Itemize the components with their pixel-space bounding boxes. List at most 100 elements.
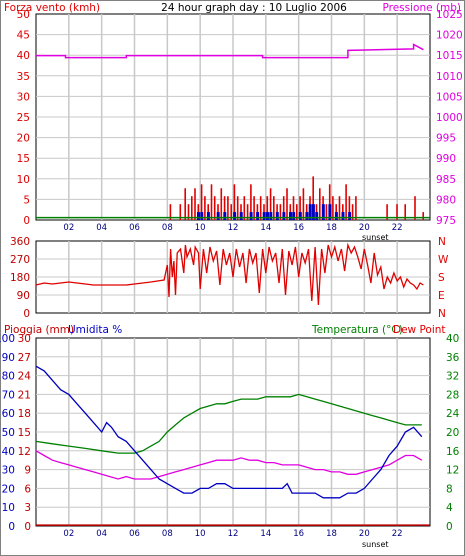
rain-tick-label: 0	[24, 521, 31, 533]
gust-bar	[386, 204, 388, 220]
gust-bar	[332, 196, 334, 220]
gust-bar	[355, 196, 357, 220]
gust-bar	[250, 184, 252, 220]
humidity-tick-label: 70	[2, 389, 15, 401]
compass-tick-label: S	[438, 272, 445, 284]
temp-x-tick-label: 10	[195, 529, 206, 539]
wind-x-tick-label: 10	[195, 223, 206, 233]
gust-bar	[236, 196, 239, 220]
gust-bar	[184, 188, 186, 220]
rain-tick-label: 21	[18, 389, 31, 401]
pressure-tick-label: 1005	[436, 91, 463, 103]
gust-bar	[179, 204, 182, 220]
gust-bar	[302, 188, 305, 220]
compass-tick-label: N	[438, 308, 446, 320]
direction-tick-label: 0	[23, 308, 30, 320]
humidity-tick-label: 30	[2, 465, 15, 477]
gust-bar	[414, 196, 416, 220]
mean-wind-bar	[292, 212, 296, 220]
gust-bar	[230, 204, 232, 220]
chart-title: 24 hour graph day : 10 Luglio 2006	[161, 2, 347, 14]
compass-tick-label: N	[438, 236, 446, 248]
gust-bar	[328, 184, 331, 220]
wind-x-tick-label: 12	[228, 223, 239, 233]
temp-x-tick-label: 14	[260, 529, 271, 539]
humidity-line	[35, 365, 423, 499]
gust-bar	[351, 204, 354, 220]
wind-x-tick-label: 18	[326, 223, 337, 233]
temp-x-tick-label: 16	[293, 529, 304, 539]
direction-tick-label: 180	[10, 272, 30, 284]
mean-wind-bar	[348, 212, 352, 220]
mean-wind-bar	[275, 212, 279, 220]
pressure-tick-label: 985	[436, 174, 456, 186]
gust-bar	[319, 188, 321, 220]
sunset-label-1: sunset	[362, 233, 389, 242]
pressure-tick-label: 1015	[436, 50, 463, 62]
temp-x-tick-label: 12	[228, 529, 239, 539]
humidity-tick-label: 20	[2, 483, 15, 495]
temperature-tick-label: 20	[446, 427, 459, 439]
temperature-tick-label: 0	[446, 521, 453, 533]
wind-x-tick-label: 20	[359, 223, 370, 233]
temp-humidity-panel: 0102030405060708090100 03691215182124273…	[0, 324, 460, 549]
wind-x-tick-label: 14	[260, 223, 271, 233]
temp-x-tick-label: 20	[359, 529, 370, 539]
wind-tick-label: 25	[17, 112, 30, 124]
wind-x-tick-label: 22	[392, 223, 403, 233]
mean-wind-bar	[269, 212, 273, 220]
rain-tick-label: 9	[24, 465, 31, 477]
wind-x-tick-label: 02	[63, 223, 74, 233]
temperature-tick-label: 8	[446, 483, 453, 495]
temperature-tick-label: 32	[446, 371, 459, 383]
wind-direction-line	[35, 242, 424, 306]
compass-tick-label: E	[438, 290, 445, 302]
temperature-tick-label: 16	[446, 446, 460, 458]
gust-bar	[213, 196, 216, 220]
mean-wind-bar	[223, 212, 227, 220]
direction-tick-label: 270	[10, 254, 30, 266]
temperature-tick-label: 36	[446, 352, 460, 364]
pressure-tick-label: 1010	[436, 71, 463, 83]
gust-bar	[345, 184, 347, 220]
wind-axis-label: Forza vento (kmh)	[4, 2, 100, 14]
compass-tick-label: W	[438, 254, 449, 266]
mean-wind-bar	[289, 212, 292, 220]
rain-tick-label: 15	[18, 427, 31, 439]
gust-bar	[200, 184, 203, 220]
gust-bar	[273, 196, 275, 220]
mean-wind-bar	[200, 212, 204, 220]
wind-x-tick-label: 06	[129, 223, 140, 233]
wind-tick-label: 5	[23, 194, 30, 206]
wind-tick-label: 40	[17, 50, 30, 62]
wind-tick-label: 45	[17, 30, 30, 42]
temp-x-tick-label: 18	[326, 529, 337, 539]
rain-tick-label: 24	[18, 371, 32, 383]
temp-x-tick-label: 04	[96, 529, 107, 539]
pressure-line	[36, 43, 424, 59]
pressure-tick-label: 975	[436, 215, 456, 227]
rain-tick-label: 12	[18, 446, 31, 458]
gust-bar	[191, 196, 193, 220]
humidity-tick-label: 90	[2, 352, 15, 364]
temperature-line	[35, 393, 422, 454]
gust-bar	[312, 176, 314, 220]
gust-bar	[266, 196, 269, 220]
wind-tick-label: 20	[17, 133, 30, 145]
pressure-tick-label: 995	[436, 133, 456, 145]
humidity-tick-label: 50	[2, 427, 15, 439]
wind-x-tick-label: 16	[293, 223, 304, 233]
rain-tick-label: 30	[18, 333, 31, 345]
rain-axis-label: Pioggia (mm)	[4, 324, 74, 336]
gust-bar	[194, 188, 196, 220]
gust-bar	[269, 188, 272, 220]
gust-bar	[210, 184, 213, 220]
humidity-tick-label: 100	[0, 333, 15, 345]
gust-bar	[223, 196, 226, 220]
mean-wind-bar	[321, 204, 325, 220]
gust-bar	[169, 204, 172, 220]
wind-tick-label: 50	[17, 9, 30, 21]
direction-tick-label: 360	[10, 236, 30, 248]
